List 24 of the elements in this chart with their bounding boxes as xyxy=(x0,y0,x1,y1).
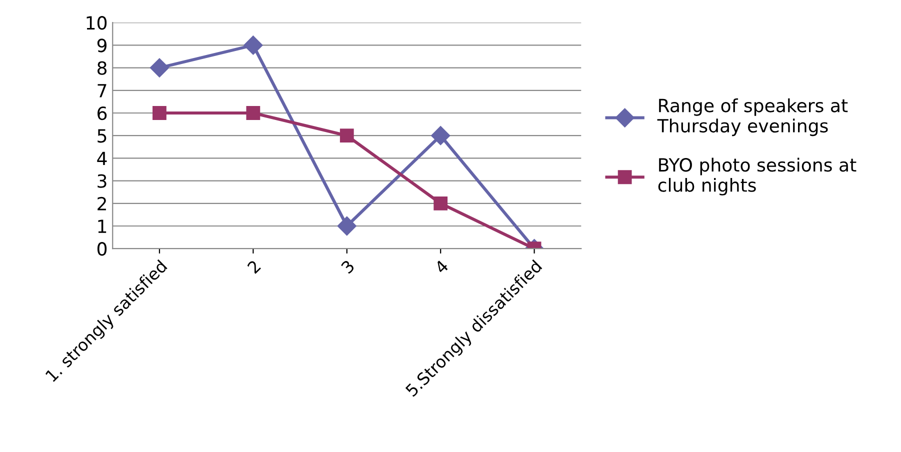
y-tick-label: 9 xyxy=(97,38,106,52)
point xyxy=(431,126,450,146)
y-tick-label: 4 xyxy=(97,152,107,166)
point xyxy=(150,58,170,78)
y-tick-label: 2 xyxy=(98,196,106,210)
point xyxy=(246,106,260,120)
point xyxy=(340,128,354,143)
y-tick-label: 8 xyxy=(98,61,107,75)
point xyxy=(337,216,356,236)
y-tick-label: 3 xyxy=(98,174,106,188)
point xyxy=(434,196,448,210)
y-tick-label: 7 xyxy=(98,84,106,98)
y-tick-label: 5 xyxy=(98,129,106,143)
y-tick-label: 10 xyxy=(86,16,107,30)
y-tick-label: 1 xyxy=(98,220,106,233)
y-tick-label: 0 xyxy=(97,242,107,256)
y-tick-label: 6 xyxy=(98,106,107,120)
x-tick-label: 4 xyxy=(434,259,449,274)
point xyxy=(244,36,263,55)
x-tick-label: 2 xyxy=(246,260,261,274)
x-tick-label: 3 xyxy=(340,259,356,274)
legend-label: Range of speakers at Thursday evenings xyxy=(657,98,848,136)
point xyxy=(152,106,166,120)
legend-label: BYO photo sessions at club nights xyxy=(658,158,856,196)
